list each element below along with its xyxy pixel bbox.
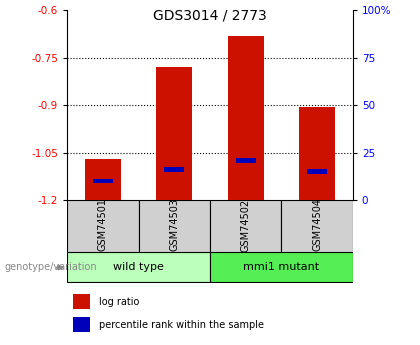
Text: GDS3014 / 2773: GDS3014 / 2773 xyxy=(153,9,267,23)
Bar xyxy=(228,36,264,200)
Bar xyxy=(67,200,139,252)
Bar xyxy=(157,67,192,200)
Text: percentile rank within the sample: percentile rank within the sample xyxy=(99,320,264,330)
Bar xyxy=(139,200,210,252)
Text: genotype/variation: genotype/variation xyxy=(4,263,97,272)
Text: mmi1 mutant: mmi1 mutant xyxy=(243,263,320,272)
Bar xyxy=(93,179,113,184)
Text: GSM74503: GSM74503 xyxy=(169,198,179,252)
Bar xyxy=(307,169,327,174)
Bar xyxy=(165,167,184,172)
Text: log ratio: log ratio xyxy=(99,297,139,307)
Bar xyxy=(85,159,121,200)
Bar xyxy=(236,158,255,162)
Bar xyxy=(210,253,353,282)
Bar xyxy=(299,107,335,200)
Bar xyxy=(281,200,353,252)
Bar xyxy=(67,253,210,282)
Bar xyxy=(210,200,281,252)
Text: wild type: wild type xyxy=(113,263,164,272)
Bar xyxy=(73,317,90,332)
Text: GSM74504: GSM74504 xyxy=(312,198,322,252)
Text: GSM74501: GSM74501 xyxy=(98,198,108,252)
Bar xyxy=(73,294,90,309)
Text: GSM74502: GSM74502 xyxy=(241,198,251,252)
